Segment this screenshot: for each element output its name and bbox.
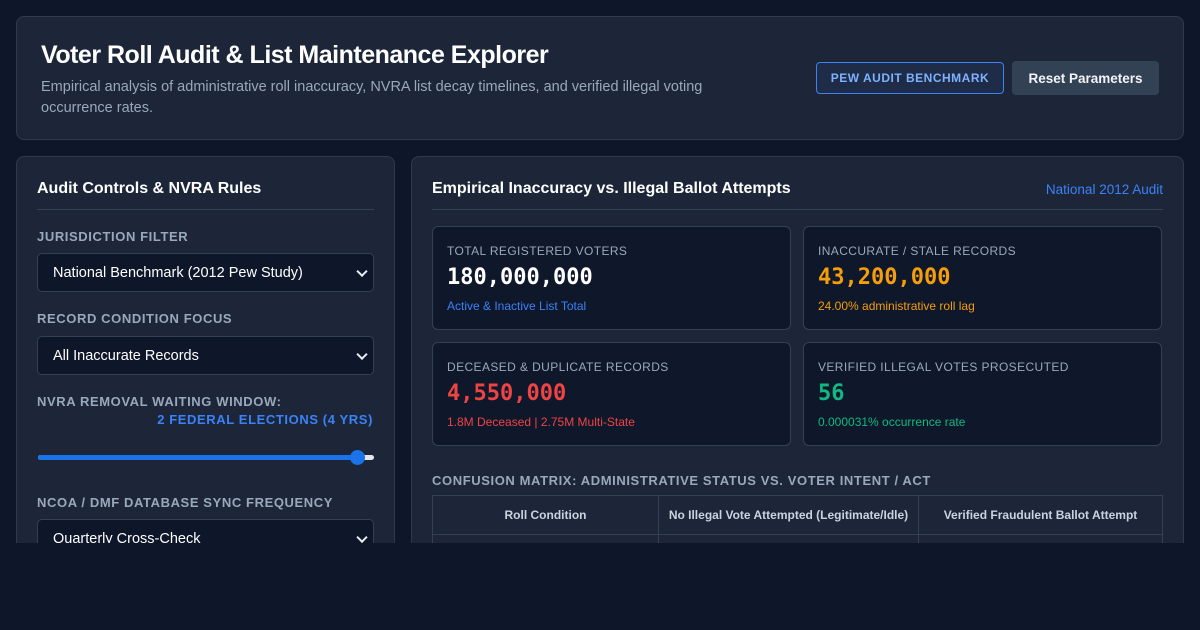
- results-title: Empirical Inaccuracy vs. Illegal Ballot …: [432, 180, 791, 197]
- page-title: Voter Roll Audit & List Maintenance Expl…: [41, 41, 549, 69]
- table-row: [433, 535, 1162, 543]
- stat-sub: 0.000031% occurrence rate: [818, 415, 966, 429]
- results-divider: [432, 209, 1163, 210]
- stat-value: 4,550,000: [447, 381, 567, 406]
- window-label: NVRA REMOVAL WAITING WINDOW:: [37, 394, 282, 409]
- sync-value: Quarterly Cross-Check: [53, 530, 201, 544]
- confusion-matrix-table: Roll Condition No Illegal Vote Attempted…: [432, 495, 1163, 543]
- controls-title: Audit Controls & NVRA Rules: [37, 180, 262, 197]
- reset-parameters-button[interactable]: Reset Parameters: [1012, 61, 1159, 95]
- stat-sub: Active & Inactive List Total: [447, 299, 587, 313]
- page-subtitle: Empirical analysis of administrative rol…: [41, 79, 703, 116]
- stat-value: 43,200,000: [818, 265, 951, 290]
- stat-card-illegal-votes: VERIFIED ILLEGAL VOTES PROSECUTED 56 0.0…: [803, 342, 1162, 446]
- stat-label: DECEASED & DUPLICATE RECORDS: [447, 360, 669, 374]
- sync-label: NCOA / DMF DATABASE SYNC FREQUENCY: [37, 495, 334, 510]
- stat-sub: 24.00% administrative roll lag: [818, 299, 975, 313]
- matrix-cell: [659, 535, 919, 543]
- condition-value: All Inaccurate Records: [53, 347, 199, 364]
- jurisdiction-value: National Benchmark (2012 Pew Study): [53, 264, 303, 281]
- stat-label: TOTAL REGISTERED VOTERS: [447, 244, 628, 258]
- jurisdiction-label: JURISDICTION FILTER: [37, 229, 189, 244]
- matrix-header-cell[interactable]: Verified Fraudulent Ballot Attempt: [943, 508, 1138, 522]
- stat-value: 180,000,000: [447, 265, 593, 290]
- condition-label: RECORD CONDITION FOCUS: [37, 311, 233, 326]
- condition-select[interactable]: All Inaccurate Records: [37, 336, 374, 375]
- matrix-title: CONFUSION MATRIX: ADMINISTRATIVE STATUS …: [432, 473, 931, 488]
- chevron-down-icon: [356, 348, 368, 360]
- stat-card-inaccurate: INACCURATE / STALE RECORDS 43,200,000 24…: [803, 226, 1162, 330]
- audit-controls-panel: Audit Controls & NVRA Rules JURISDICTION…: [16, 156, 395, 543]
- pew-audit-benchmark-button[interactable]: PEW AUDIT BENCHMARK: [816, 62, 1004, 94]
- stat-card-total: TOTAL REGISTERED VOTERS 180,000,000 Acti…: [432, 226, 791, 330]
- sync-select[interactable]: Quarterly Cross-Check: [37, 519, 374, 543]
- scope-link[interactable]: National 2012 Audit: [1045, 182, 1163, 197]
- chevron-down-icon: [356, 265, 368, 277]
- jurisdiction-select[interactable]: National Benchmark (2012 Pew Study): [37, 253, 374, 292]
- page-header: Voter Roll Audit & List Maintenance Expl…: [16, 16, 1184, 140]
- matrix-header-cell[interactable]: No Illegal Vote Attempted (Legitimate/Id…: [659, 496, 919, 534]
- window-slider[interactable]: [38, 450, 374, 465]
- chevron-down-icon: [356, 531, 368, 543]
- stat-value: 56: [818, 381, 845, 406]
- matrix-cell: [433, 535, 659, 543]
- window-value: 2 FEDERAL ELECTIONS (4 YRS): [157, 412, 373, 427]
- matrix-header-cell[interactable]: Roll Condition: [433, 496, 659, 534]
- results-panel: Empirical Inaccuracy vs. Illegal Ballot …: [411, 156, 1184, 543]
- stat-label: VERIFIED ILLEGAL VOTES PROSECUTED: [818, 360, 1069, 374]
- matrix-header-row: Roll Condition No Illegal Vote Attempted…: [433, 496, 1162, 535]
- window-slider-fill: [38, 455, 358, 460]
- stat-label: INACCURATE / STALE RECORDS: [818, 244, 1016, 258]
- stat-sub: 1.8M Deceased | 2.75M Multi-State: [447, 415, 635, 429]
- stat-card-deceased: DECEASED & DUPLICATE RECORDS 4,550,000 1…: [432, 342, 791, 446]
- window-slider-thumb[interactable]: [350, 450, 366, 465]
- matrix-cell: [919, 535, 1162, 543]
- controls-divider: [37, 209, 374, 210]
